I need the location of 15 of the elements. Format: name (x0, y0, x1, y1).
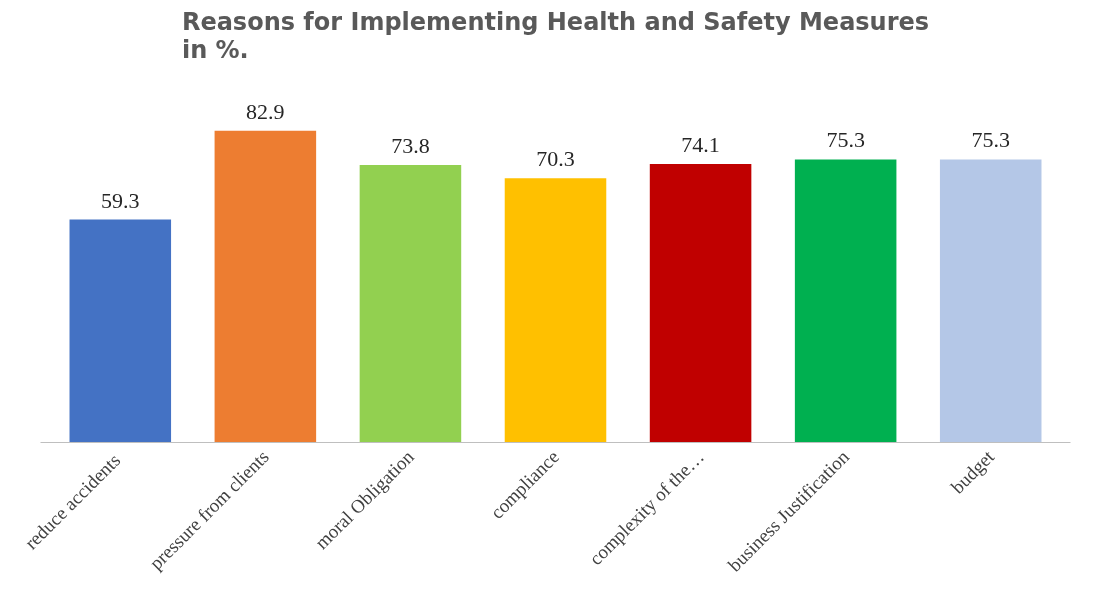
bar (649, 163, 752, 443)
data-label: 82.9 (246, 98, 285, 124)
data-label: 59.3 (101, 187, 140, 213)
bar (794, 159, 897, 443)
bar (69, 219, 172, 443)
chart-title: Reasons for Implementing Health and Safety Measures in %. (181, 7, 930, 64)
data-label: 74.1 (681, 131, 720, 157)
bar (939, 159, 1042, 443)
bar (214, 130, 317, 443)
bar (504, 178, 607, 443)
data-label: 75.3 (971, 127, 1010, 153)
data-label: 75.3 (826, 127, 865, 153)
bar (359, 165, 462, 443)
data-label: 70.3 (536, 146, 575, 172)
data-label: 73.8 (391, 133, 430, 159)
